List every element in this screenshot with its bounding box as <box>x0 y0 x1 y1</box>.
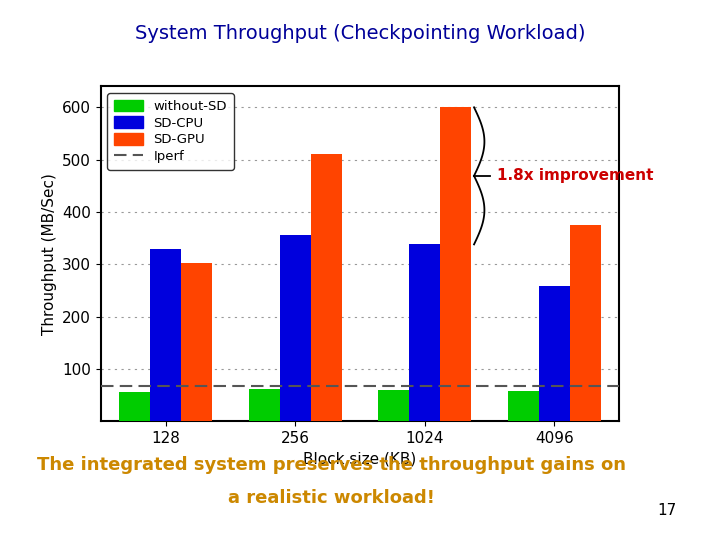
Y-axis label: Throughput (MB/Sec): Throughput (MB/Sec) <box>42 173 57 335</box>
Bar <box>181 263 212 421</box>
Bar <box>441 107 472 421</box>
Bar <box>279 235 311 421</box>
Legend: without-SD, SD-CPU, SD-GPU, Iperf: without-SD, SD-CPU, SD-GPU, Iperf <box>107 93 234 170</box>
Bar <box>508 392 539 421</box>
Text: a realistic workload!: a realistic workload! <box>228 489 435 507</box>
Bar <box>311 154 342 421</box>
X-axis label: Block size (KB): Block size (KB) <box>303 451 417 467</box>
Text: System Throughput (Checkpointing Workload): System Throughput (Checkpointing Workloa… <box>135 24 585 43</box>
Bar <box>378 390 409 421</box>
Bar <box>570 225 601 421</box>
Bar <box>539 286 570 421</box>
Text: 1.8x improvement: 1.8x improvement <box>498 168 654 184</box>
Bar <box>248 389 279 421</box>
Text: The integrated system preserves the throughput gains on: The integrated system preserves the thro… <box>37 456 626 474</box>
Bar <box>119 393 150 421</box>
Text: 17: 17 <box>657 503 677 518</box>
Bar <box>409 245 441 421</box>
Bar <box>150 248 181 421</box>
